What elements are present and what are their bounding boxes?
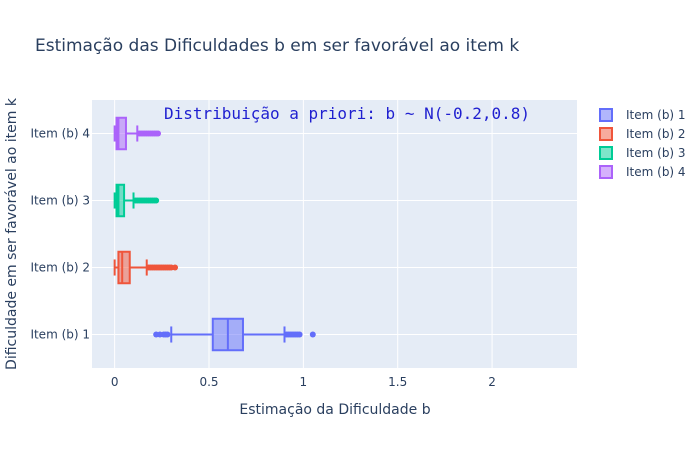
outlier-point (153, 197, 160, 204)
legend-swatch (599, 127, 613, 141)
outlier-point (155, 130, 162, 137)
legend-item: Item (b) 4 (599, 165, 686, 179)
y-tick-label: Item (b) 3 (30, 194, 90, 208)
box-trace (113, 116, 162, 151)
x-axis-title: Estimação da Dificuldade b (239, 402, 430, 418)
legend-label: Item (b) 2 (626, 127, 686, 141)
box-trace (153, 317, 316, 352)
legend: Item (b) 1 Item (b) 2 Item (b) 3 Item (b) 4 (599, 108, 686, 179)
y-tick-label: Item (b) 2 (30, 261, 90, 275)
box-iqr (115, 116, 127, 151)
legend-swatch (599, 165, 613, 179)
outlier-point (296, 331, 303, 338)
legend-label: Item (b) 3 (626, 146, 686, 160)
x-tick-label: 1.5 (388, 375, 407, 389)
x-tick-labels: 0 0.5 1 1.5 2 (111, 375, 496, 389)
outlier-point (164, 331, 171, 338)
y-tick-label: Item (b) 1 (30, 328, 90, 342)
box-iqr (115, 183, 126, 218)
y-tick-labels: Item (b) 1 Item (b) 2 Item (b) 3 Item (b) 4 (30, 127, 90, 342)
legend-swatch (599, 108, 613, 122)
prior-annotation: Distribuição a priori: b ~ N(-0.2,0.8) (164, 104, 530, 123)
legend-item: Item (b) 1 (599, 108, 686, 122)
x-tick-label: 0.5 (199, 375, 218, 389)
chart-title: Estimação das Dificuldades b em ser favo… (35, 36, 519, 56)
plot-area (92, 100, 577, 368)
y-tick-label: Item (b) 4 (30, 127, 90, 141)
box-trace (113, 183, 160, 218)
x-tick-label: 1 (300, 375, 308, 389)
x-tick-label: 0 (111, 375, 119, 389)
legend-swatch (599, 146, 613, 160)
x-tick-label: 2 (488, 375, 496, 389)
legend-label: Item (b) 1 (626, 108, 686, 122)
y-axis-title: Dificuldade em ser favorável ao item k (4, 97, 20, 370)
box-traces (113, 116, 316, 352)
legend-item: Item (b) 2 (599, 127, 686, 141)
box-trace (113, 250, 179, 285)
outlier-point (309, 331, 316, 338)
legend-label: Item (b) 4 (626, 165, 686, 179)
box-iqr (117, 250, 131, 285)
legend-item: Item (b) 3 (599, 146, 686, 160)
outlier-point (172, 264, 179, 271)
